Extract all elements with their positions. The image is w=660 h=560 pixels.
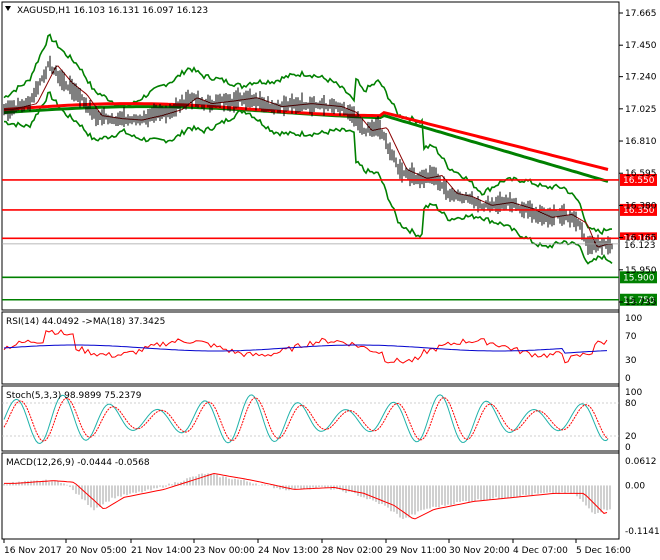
macd-signal-line — [4, 472, 608, 520]
stoch-main-line — [3, 394, 609, 445]
symbol-header: XAGUSD,H1 16.103 16.131 16.097 16.123 — [17, 6, 208, 16]
level-tag-label: 15.900 — [623, 273, 655, 283]
level-tag-label: 16.550 — [623, 176, 655, 186]
level-tag-label: 16.350 — [623, 206, 655, 216]
rsi-tick-label: 30 — [625, 356, 637, 366]
stoch-tick-label: 0 — [625, 443, 631, 453]
support-resistance-levels: 16.550 16.350 16.160 15.900 15.750 16.123 — [2, 173, 657, 306]
price-tick-label: 16.595 — [625, 169, 657, 179]
macd-header: MACD(12,26,9) -0.0444 -0.0568 — [6, 458, 150, 468]
time-tick-label: 28 Nov 02:00 — [322, 546, 383, 556]
rsi-tick-label: 100 — [625, 314, 642, 324]
macd-scale: 0.0612 0.00 -0.1141 — [625, 457, 660, 537]
price-scale: 17.665 17.450 17.240 17.025 16.810 16.595 16.3… — [619, 9, 657, 308]
level-tag — [620, 271, 657, 284]
price-tick-label: 16.380 — [625, 201, 657, 211]
price-tick-label: 15.950 — [625, 266, 657, 276]
time-tick-label: 5 Dec 16:00 — [576, 546, 631, 556]
current-price-label: 16.123 — [624, 241, 656, 251]
time-tick-label: 23 Nov 00:00 — [194, 546, 255, 556]
time-tick-label: 24 Nov 13:00 — [258, 546, 319, 556]
time-tick-label: 29 Nov 11:00 — [386, 546, 447, 556]
stoch-series — [2, 394, 619, 445]
rsi-ma-line — [3, 344, 608, 354]
rsi-tick-label: 0 — [625, 374, 631, 384]
time-tick-label: 4 Dec 07:00 — [513, 546, 568, 556]
time-tick-label: 20 Nov 05:00 — [66, 546, 127, 556]
level-tag — [620, 203, 657, 216]
time-tick-label: 16 Nov 2017 — [4, 546, 62, 556]
stoch-tick-label: 80 — [625, 399, 637, 409]
current-price-tag — [620, 239, 657, 250]
price-tick-label: 17.450 — [625, 41, 657, 51]
ma-slow-red-line — [3, 102, 609, 171]
rsi-header: RSI(14) 44.0492 ->MA(18) 37.3425 — [6, 317, 165, 327]
stoch-header: Stoch(5,3,3) 98.9899 75.2379 — [6, 391, 142, 401]
macd-tick-label: 0.00 — [625, 481, 645, 491]
bollinger-upper-line — [3, 33, 612, 236]
price-tick-label: 15.735 — [625, 298, 657, 308]
price-tick-label: 17.025 — [625, 105, 657, 115]
stoch-tick-label: 100 — [625, 388, 642, 398]
chart-menu-icon[interactable] — [5, 6, 11, 11]
triangle-down-icon[interactable] — [5, 6, 11, 11]
stoch-signal-line — [3, 396, 609, 442]
rsi-scale: 100 70 30 0 — [625, 314, 642, 384]
level-tag-label: 16.160 — [623, 234, 655, 244]
price-tick-label: 16.165 — [625, 234, 657, 244]
rsi-tick-label: 70 — [625, 332, 637, 342]
price-tick-label: 17.665 — [625, 9, 657, 19]
time-axis: 16 Nov 2017 20 Nov 05:00 21 Nov 14:00 23 No… — [3, 539, 631, 556]
macd-tick-label: 0.0612 — [625, 457, 657, 467]
time-tick-label: 30 Nov 20:00 — [449, 546, 510, 556]
time-tick-label: 21 Nov 14:00 — [131, 546, 192, 556]
rsi-series — [3, 329, 608, 364]
stoch-tick-label: 20 — [625, 432, 637, 442]
price-tick-label: 16.810 — [625, 137, 657, 147]
level-tag-label: 15.750 — [623, 296, 655, 306]
level-tag — [620, 173, 657, 186]
main-chart-series — [3, 33, 613, 265]
level-tag — [620, 293, 657, 306]
price-tick-label: 17.240 — [625, 73, 657, 83]
macd-series — [3, 472, 611, 520]
bollinger-lower-line — [3, 91, 613, 265]
macd-tick-label: -0.1141 — [625, 527, 660, 537]
